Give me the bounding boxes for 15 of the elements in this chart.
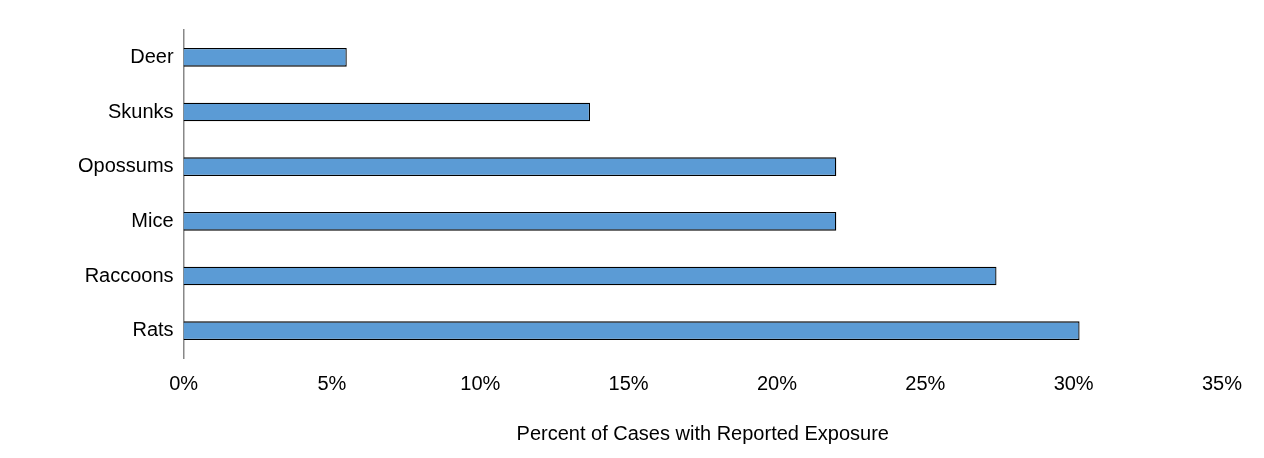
x-tick-label: 5% (317, 371, 347, 394)
y-tick-label: Deer (130, 44, 174, 67)
y-tick-label: Mice (131, 208, 174, 231)
x-tick-label: 25% (905, 371, 946, 394)
y-tick-label: Skunks (107, 99, 174, 122)
x-tick-label: 0% (169, 371, 199, 394)
x-tick-label: 20% (756, 371, 798, 394)
y-tick-label: Raccoons (84, 263, 174, 286)
x-tick-label: 30% (1053, 371, 1094, 394)
x-tick-label: 10% (460, 371, 501, 394)
x-axis-title: Percent of Cases with Reported Exposure (516, 421, 889, 444)
y-tick-label: Opossums (77, 154, 174, 177)
y-tick-label: Rats (132, 318, 174, 341)
x-tick-label: 15% (608, 371, 649, 394)
x-tick-label: 35% (1201, 371, 1243, 394)
